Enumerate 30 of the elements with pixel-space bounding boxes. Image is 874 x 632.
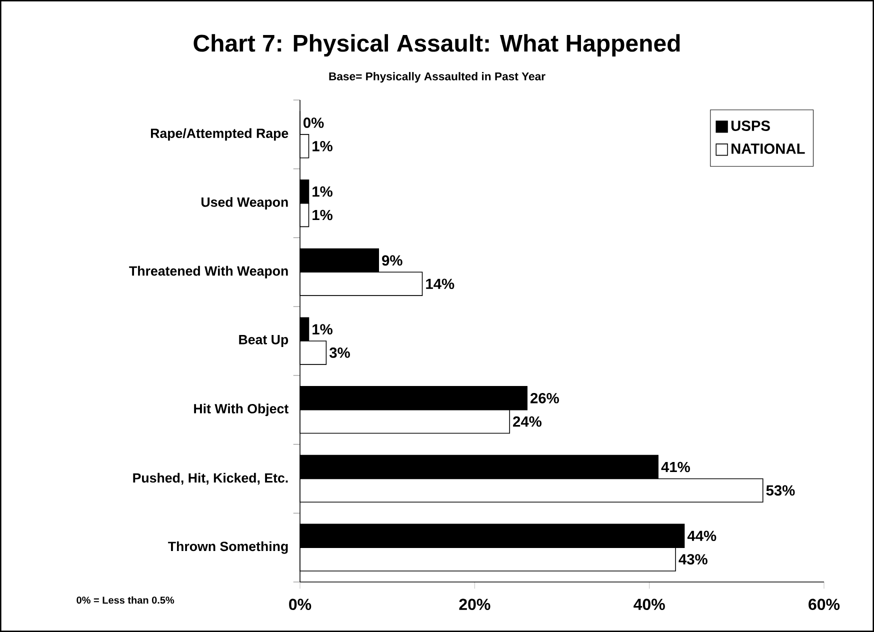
y-tick-label: Threatened With Weapon: [129, 266, 288, 278]
y-tick-label: Hit With Object: [194, 404, 288, 416]
chart-title: Chart 7: Physical Assault: What Happened: [194, 34, 680, 57]
data-label: 44%: [687, 530, 716, 542]
legend-label: NATIONAL: [732, 144, 805, 154]
x-tick-label: 20%: [459, 598, 490, 610]
legend-label: USPS: [731, 120, 770, 131]
x-tick-label: 0%: [289, 598, 312, 610]
y-tick-label: Thrown Something: [168, 541, 288, 554]
data-label: 9%: [382, 255, 402, 266]
data-label: 3%: [329, 348, 350, 358]
data-label: 43%: [678, 554, 708, 564]
data-label: 1%: [312, 186, 332, 197]
y-tick-label: Used Weapon: [202, 197, 288, 210]
data-label: 14%: [426, 278, 454, 290]
y-tick-label: Pushed, Hit, Kicked, Etc.: [133, 472, 288, 485]
data-label: 53%: [766, 485, 795, 496]
data-label: 41%: [661, 462, 690, 472]
chart-subtitle: Base= Physically Assaulted in Past Year: [329, 72, 546, 83]
data-label: 26%: [530, 392, 559, 404]
x-tick-label: 60%: [808, 598, 840, 610]
y-tick-label: Rape/Attempted Rape: [150, 128, 288, 141]
data-label: 0%: [304, 118, 324, 128]
data-label: 1%: [312, 140, 332, 152]
text: 0% = Less than 0.5%: [76, 596, 174, 604]
data-label: 24%: [513, 416, 542, 427]
data-label: 1%: [312, 324, 332, 334]
y-tick-label: Beat Up: [239, 335, 288, 347]
data-label: 1%: [312, 210, 332, 220]
x-tick-label: 40%: [634, 598, 665, 610]
